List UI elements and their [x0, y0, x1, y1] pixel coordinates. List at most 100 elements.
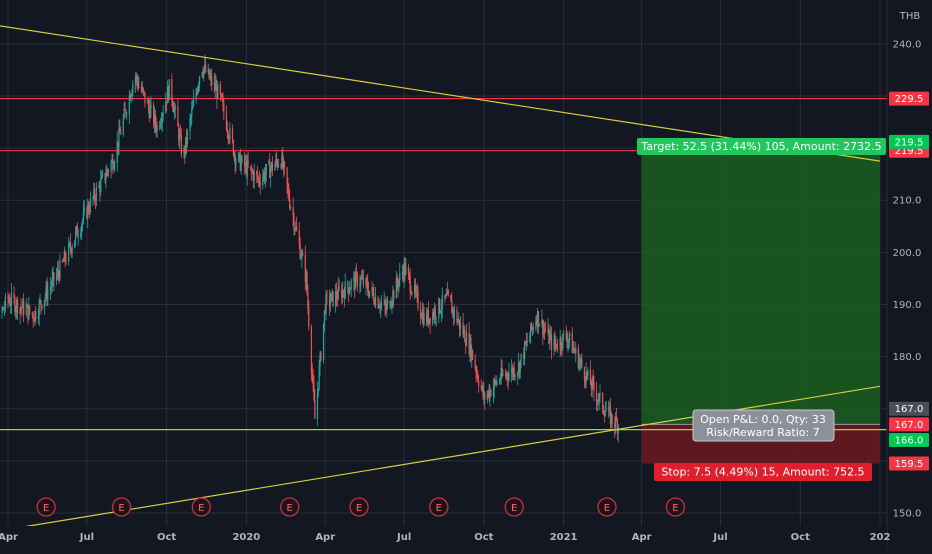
earnings-marker[interactable]: E [597, 497, 617, 517]
candle-body [378, 307, 380, 309]
price-tag[interactable]: 167.0 [889, 417, 929, 432]
candle-body [331, 291, 333, 294]
candle [263, 167, 266, 185]
candle [92, 195, 94, 207]
candle [457, 318, 459, 324]
candle [392, 285, 394, 309]
candle-body [530, 323, 532, 336]
y-tick-label: 150.0 [893, 509, 922, 520]
candle-body [440, 308, 442, 313]
candle-body [438, 298, 440, 318]
candle-body [365, 279, 367, 286]
target-label[interactable]: Target: 52.5 (31.44%) 105, Amount: 2732.… [637, 138, 886, 155]
price-tag-box [889, 91, 929, 106]
candle-body [98, 185, 100, 188]
candle [439, 298, 441, 315]
earnings-marker[interactable]: E [36, 497, 56, 517]
candle-body [592, 378, 594, 382]
candle [75, 226, 77, 247]
earnings-marker[interactable]: E [349, 497, 369, 517]
price-tag[interactable]: 159.5 [889, 456, 929, 471]
candle [377, 295, 379, 310]
candle-body [614, 423, 616, 428]
earnings-marker[interactable]: E [504, 497, 524, 517]
candle [555, 335, 557, 352]
earnings-marker[interactable]: E [429, 497, 449, 517]
candle-body [162, 112, 164, 116]
price-tag[interactable]: 229.5 [889, 91, 929, 106]
candle [197, 85, 199, 95]
earnings-marker[interactable]: E [191, 497, 211, 517]
candle [402, 264, 404, 284]
candle-body [328, 295, 331, 306]
candle [154, 109, 156, 134]
candle-body [59, 260, 61, 280]
candle-body [49, 286, 52, 291]
candle [302, 249, 304, 256]
candle [569, 330, 571, 349]
price-tag[interactable]: 219.5 [889, 134, 929, 149]
price-tag-box [889, 134, 929, 149]
candle [293, 212, 295, 236]
earnings-marker-label: E [287, 503, 293, 514]
candle [43, 300, 46, 316]
price-tag[interactable]: 167.0 [889, 401, 929, 416]
candle [27, 304, 29, 325]
candle [523, 347, 525, 366]
candle-body [409, 276, 411, 293]
candle [160, 112, 163, 131]
stop-label[interactable]: Stop: 7.5 (4.49%) 15, Amount: 752.5 [654, 463, 872, 481]
earnings-marker-label: E [436, 503, 442, 514]
candle-body [70, 248, 72, 253]
candle [37, 308, 39, 324]
candle [171, 73, 173, 107]
candle [319, 350, 321, 376]
candle-body [223, 102, 225, 113]
candle [165, 92, 167, 114]
earnings-marker[interactable]: E [280, 497, 300, 517]
candle [307, 284, 309, 315]
earnings-marker[interactable]: E [665, 497, 686, 517]
candle [544, 321, 547, 333]
candle-body [4, 296, 6, 309]
time-axis[interactable] [0, 526, 887, 550]
candle-body [25, 307, 27, 315]
candle-body [586, 371, 588, 376]
candle [15, 305, 17, 320]
candle [566, 330, 568, 349]
candle [246, 154, 248, 186]
candle-body [258, 178, 260, 183]
candle-body [439, 312, 442, 313]
candle [361, 269, 364, 280]
candle-body [294, 229, 296, 231]
candle-body [542, 319, 544, 335]
candle-body [289, 207, 292, 208]
candle-body [484, 392, 486, 400]
candle [492, 378, 495, 404]
candle [143, 90, 145, 97]
price-tag[interactable]: 166.0 [889, 433, 929, 448]
candle-body [172, 107, 175, 113]
candle-body [416, 290, 418, 293]
candle-body [173, 108, 176, 113]
earnings-marker[interactable]: E [111, 497, 132, 517]
candle-body [123, 108, 125, 118]
candle [180, 128, 182, 158]
candle-body [547, 328, 549, 332]
candle-body [356, 273, 358, 287]
candle [609, 397, 612, 430]
price-tag-text: 219.5 [895, 146, 924, 157]
candle [556, 343, 558, 350]
candle [70, 246, 72, 258]
candle-body [332, 291, 334, 306]
candle [530, 322, 532, 345]
candle-body [556, 347, 559, 349]
candle-body [536, 320, 538, 324]
candle [366, 274, 368, 289]
candle [87, 198, 89, 229]
candle [605, 400, 607, 412]
candle-body [110, 162, 112, 173]
